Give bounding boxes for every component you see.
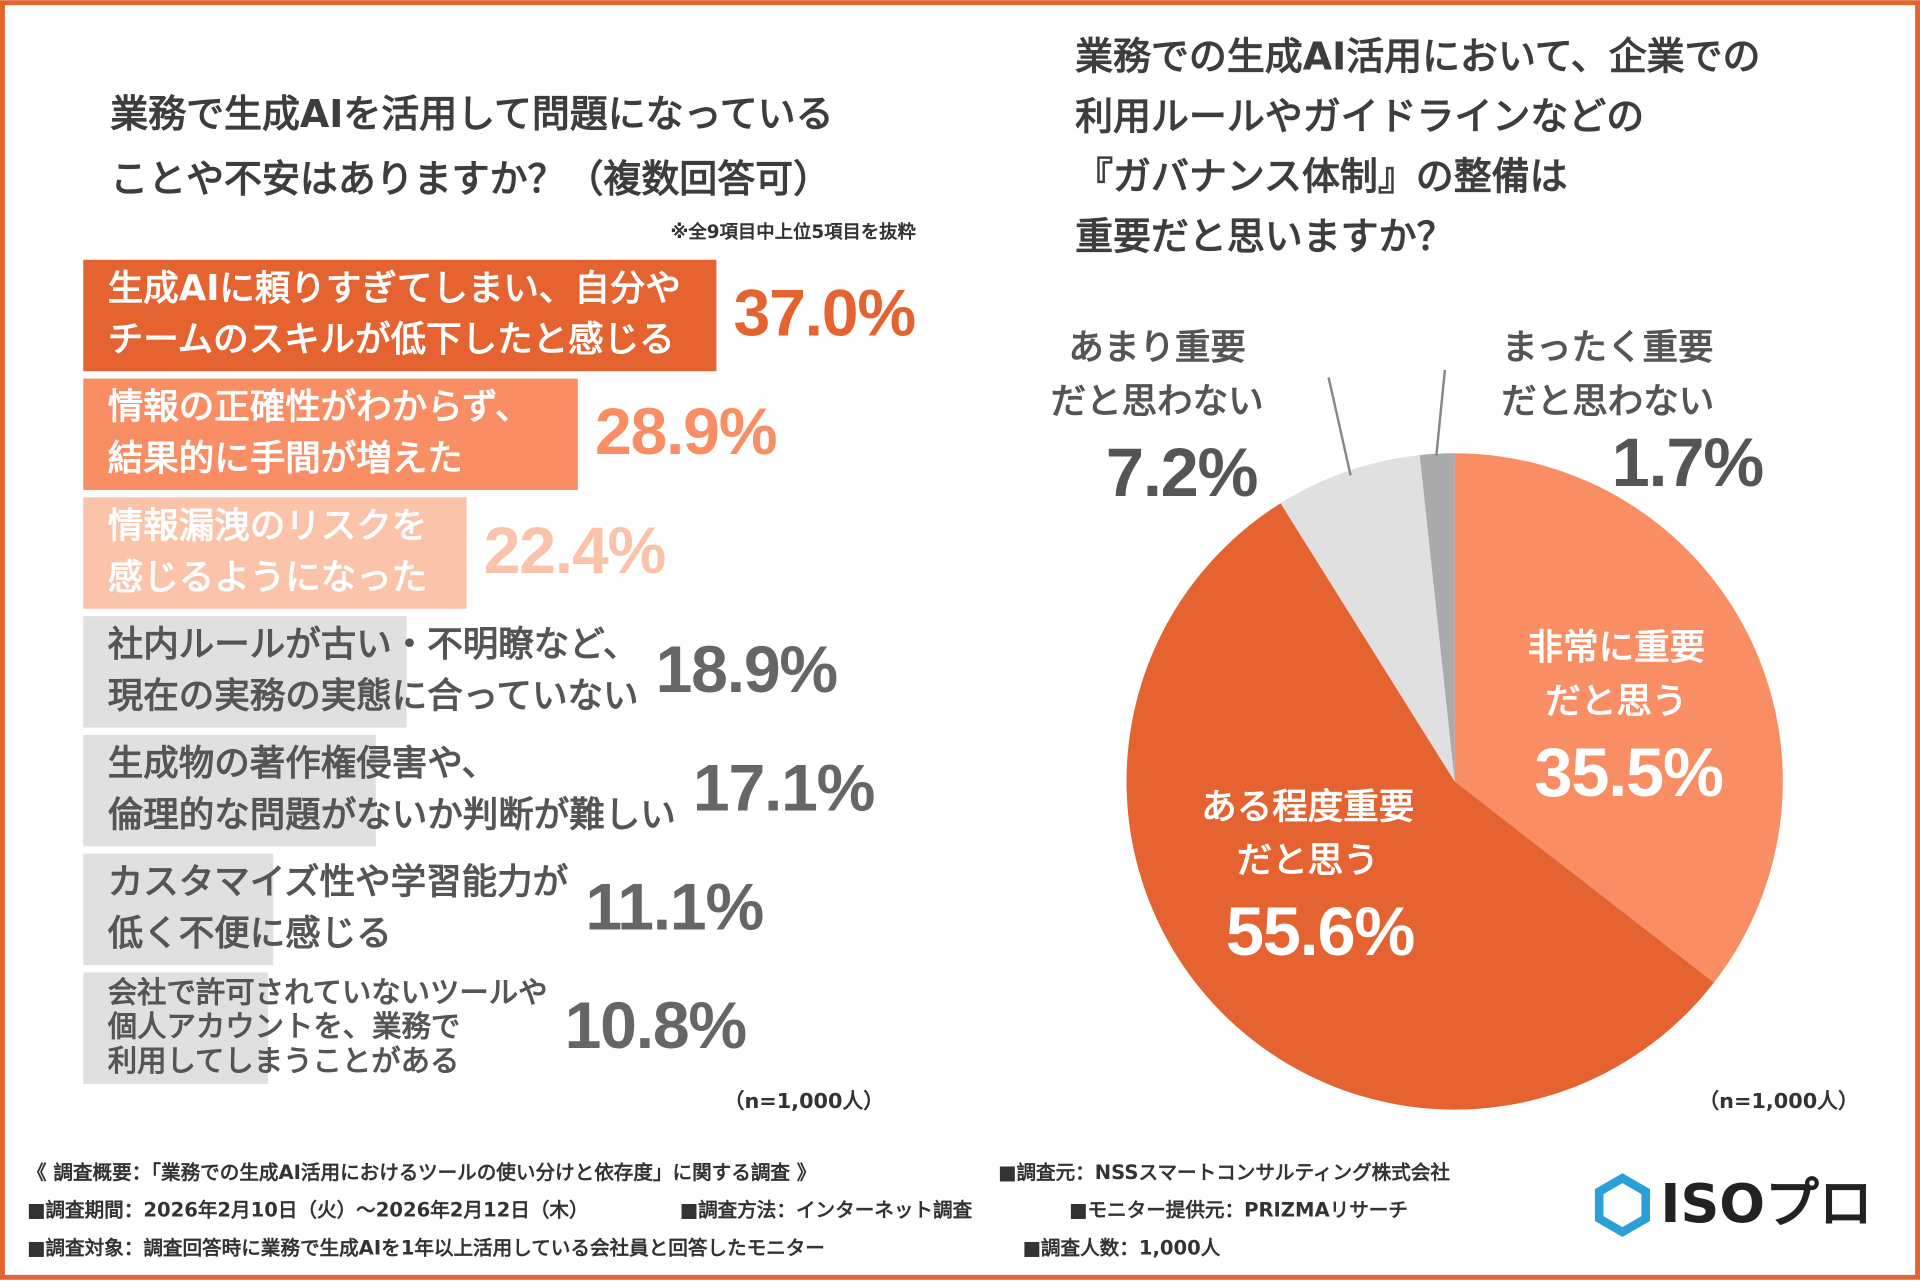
bar: [83, 259, 717, 372]
slice-label: だと思わない: [1501, 381, 1714, 422]
bar-label: 現在の実務の実態に合っていない: [108, 676, 639, 717]
slice-label: だと思う: [1237, 840, 1379, 881]
slice-value: 7.2%: [1106, 434, 1258, 511]
slice-value: 55.6%: [1226, 893, 1415, 970]
value-label: 37.0%: [734, 276, 916, 350]
bar: [83, 734, 376, 847]
slice-value: 1.7%: [1612, 424, 1764, 501]
note: ※全9項目中上位5項目を抜粋: [671, 221, 917, 243]
slice-label: まったく重要: [1502, 327, 1714, 368]
bar-label: 低く不便に感じる: [108, 913, 392, 954]
bar-label: 社内ルールが古い・不明瞭など、: [108, 624, 639, 665]
bar-label: カスタマイズ性や学習能力が: [108, 862, 569, 903]
pie-slice: [1454, 453, 1783, 983]
bar-label: 会社で許可されていないツールや: [108, 975, 548, 1009]
bar: [83, 972, 269, 1084]
bar-label: 利用してしまうことがある: [108, 1044, 460, 1078]
slice-value: 35.5%: [1534, 734, 1723, 811]
chart-title: 『ガバナンス体制』の整備は: [1075, 154, 1567, 198]
logo-text: ISOプロ: [1660, 1172, 1872, 1235]
chart-title: 業務での生成AI活用において、企業での: [1075, 34, 1760, 78]
chart-title: ことや不安はありますか？（複数回答可）: [110, 157, 831, 201]
footer-text: ■調査対象：調査回答時に業務で生成AIを1年以上活用している会社員と回答したモニ…: [27, 1237, 825, 1260]
slice-label: あまり重要: [1068, 327, 1246, 368]
chart-title: 重要だと思いますか？: [1075, 214, 1454, 258]
slice-label: だと思う: [1545, 681, 1687, 722]
footer-text: ■調査元：NSSスマートコンサルティング株式会社: [998, 1161, 1450, 1184]
bar-label: 個人アカウントを、業務で: [107, 1010, 461, 1044]
bar-label: 情報の正確性がわからず、: [108, 387, 531, 428]
value-label: 10.8%: [565, 989, 747, 1063]
bar-label: 生成AIに頼りすぎてしまい、自分や: [108, 268, 681, 309]
footer-text: ■調査人数：1,000人: [1022, 1237, 1220, 1260]
bar-label: 結果的に手間が増えた: [108, 438, 463, 479]
chart-title: 利用ルールやガイドラインなどの: [1075, 94, 1644, 138]
footer-text: 《 調査概要：「業務での生成AI活用におけるツールの使い分けと依存度」に関する調…: [27, 1161, 816, 1184]
logo: ISOプロ: [1594, 1172, 1873, 1237]
bar: [83, 378, 578, 490]
bar: [83, 853, 274, 966]
value-label: 28.9%: [595, 395, 777, 469]
bar: [83, 497, 467, 609]
slice-label: ある程度重要: [1201, 786, 1414, 827]
value-label: 18.9%: [656, 633, 838, 707]
value-label: 11.1%: [585, 870, 763, 944]
bar-label: 倫理的な問題がないか判断が難しい: [108, 794, 676, 835]
bar: [83, 616, 407, 728]
slice-label: だと思わない: [1051, 381, 1264, 422]
footer-text: ■調査方法：インターネット調査: [680, 1199, 973, 1222]
bar-label: 情報漏洩のリスクを: [108, 505, 428, 546]
leader-line: [1435, 369, 1447, 456]
slice-label: 非常に重要: [1528, 627, 1706, 668]
footer-text: ■調査期間：2026年2月10日（火）～2026年2月12日（木）: [27, 1199, 589, 1222]
pie-slice: [1280, 455, 1455, 782]
value-label: 17.1%: [693, 752, 875, 826]
bar-label: チームのスキルが低下したと感じる: [108, 319, 675, 360]
pie-slice: [1126, 503, 1714, 1110]
logo-icon: [1594, 1173, 1650, 1237]
pie-slice: [1419, 453, 1455, 782]
value-label: 22.4%: [484, 514, 666, 588]
bar-label: 生成物の著作権侵害や、: [108, 743, 497, 784]
bar-label: 感じるようになった: [108, 557, 428, 598]
sample-size: （n=1,000人）: [724, 1089, 884, 1113]
leader-line: [1327, 377, 1352, 476]
chart-title: 業務で生成AIを活用して問題になっている: [110, 92, 833, 136]
footer-text: ■モニター提供元：PRIZMAリサーチ: [1069, 1199, 1408, 1222]
sample-size: （n=1,000人）: [1698, 1089, 1858, 1113]
